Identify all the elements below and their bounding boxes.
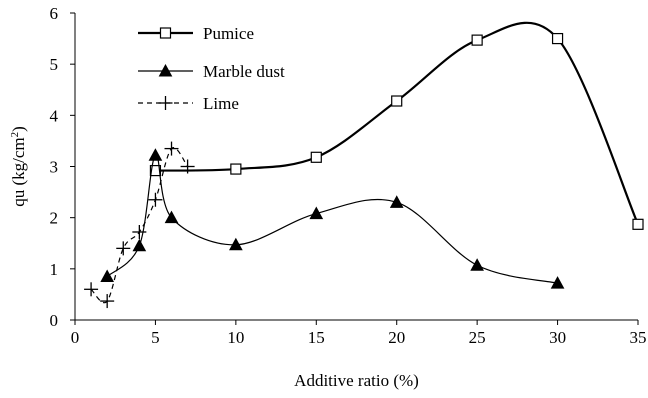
legend-item-pumice: Pumice [138, 24, 254, 43]
data-point-pumice [149, 164, 162, 177]
y-axis-title-main: qu (kg/cm [9, 137, 28, 206]
data-point-lime [148, 192, 163, 207]
series-layer [84, 21, 644, 309]
data-point-lime [132, 224, 147, 239]
data-point-marble-dust [309, 206, 324, 220]
data-point-pumice [632, 218, 644, 230]
y-tick-group: 0 1 2 3 4 5 6 [50, 4, 75, 330]
legend-item-marble-dust: Marble dust [138, 62, 285, 81]
y-tick-label: 1 [50, 260, 59, 279]
series-pumice [149, 21, 644, 230]
series-marble-dust [100, 148, 565, 289]
data-point-lime [84, 282, 99, 297]
y-tick-label: 4 [50, 106, 59, 125]
data-point-marble-dust [389, 195, 404, 208]
legend-marker-pumice [159, 27, 172, 39]
series-lime [84, 141, 195, 309]
data-point-lime [180, 159, 195, 174]
legend-item-lime: Lime [138, 94, 239, 113]
series-line-marble-dust [106, 154, 558, 284]
x-tick-label: 25 [469, 328, 486, 347]
data-point-marble-dust [470, 258, 484, 271]
data-point-marble-dust [148, 148, 163, 161]
data-point-pumice [230, 163, 242, 175]
data-point-marble-dust [132, 238, 147, 252]
y-axis-title: qu (kg/cm2) [9, 126, 28, 207]
x-axis-title: Additive ratio (%) [294, 371, 419, 390]
series-line-pumice [155, 21, 640, 225]
y-axis-title-close: ) [9, 126, 28, 132]
legend-label-pumice: Pumice [203, 24, 254, 43]
data-point-pumice [551, 32, 564, 45]
x-tick-label: 20 [388, 328, 405, 347]
data-point-marble-dust [550, 276, 565, 289]
data-point-marble-dust [164, 210, 179, 224]
y-tick-label: 3 [50, 158, 59, 177]
data-point-lime [116, 241, 131, 256]
data-point-marble-dust [229, 237, 243, 251]
legend-label-lime: Lime [203, 94, 239, 113]
y-tick-label: 2 [50, 209, 59, 228]
data-point-lime [100, 294, 115, 309]
x-tick-label: 5 [151, 328, 160, 347]
y-tick-label: 5 [50, 55, 59, 74]
data-point-lime [164, 141, 179, 156]
data-point-pumice [310, 151, 322, 163]
y-tick-label: 6 [50, 4, 59, 23]
x-tick-label: 15 [308, 328, 325, 347]
data-point-pumice [391, 95, 403, 107]
data-point-marble-dust [100, 269, 115, 283]
y-tick-label: 0 [50, 311, 59, 330]
x-tick-label: 10 [227, 328, 244, 347]
x-tick-label: 0 [71, 328, 80, 347]
legend: Pumice Marble dust Lime [138, 24, 285, 113]
legend-label-marble-dust: Marble dust [203, 62, 285, 81]
y-axis-title-superscript: 2 [9, 132, 21, 138]
x-tick-label: 35 [630, 328, 647, 347]
legend-marker-lime [158, 96, 173, 110]
legend-marker-marble-dust [158, 63, 173, 77]
data-point-pumice [471, 34, 483, 46]
x-tick-group: 0 5 10 15 20 25 30 35 [71, 320, 647, 347]
x-tick-label: 30 [549, 328, 566, 347]
